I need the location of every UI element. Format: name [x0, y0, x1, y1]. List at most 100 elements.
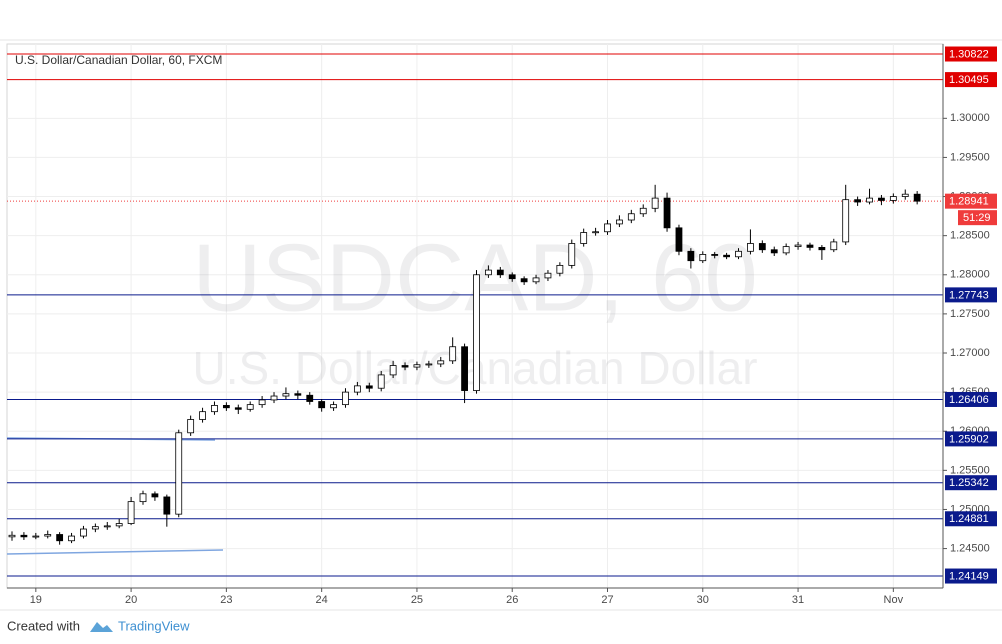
candle-body: [854, 199, 862, 203]
candle-body: [699, 254, 707, 262]
level-label-box: [945, 475, 997, 491]
x-tick-label: 24: [316, 594, 328, 606]
candle-body: [508, 274, 516, 280]
candle-body: [270, 395, 278, 401]
level-label: 1.25342: [949, 477, 989, 489]
candle-body: [770, 249, 778, 254]
candle-body: [199, 411, 206, 420]
x-tick-label: 30: [697, 594, 709, 606]
candle-body: [44, 534, 52, 537]
level-label: 1.30495: [949, 74, 989, 86]
candle-body: [449, 346, 457, 362]
candle-body: [806, 244, 814, 248]
level-label-box: [945, 568, 997, 584]
candle-body: [401, 365, 409, 368]
candle-body: [234, 407, 242, 410]
level-label-box: [945, 431, 997, 447]
level-label: 1.24149: [949, 570, 989, 582]
candle-body: [461, 346, 468, 391]
candle-body: [842, 199, 850, 243]
y-tick-label: 1.27500: [950, 308, 990, 320]
candle-body: [604, 223, 611, 233]
candle-body: [580, 232, 588, 244]
candle-body: [56, 534, 64, 542]
candle-body: [175, 432, 183, 515]
footer-prefix: Created with: [7, 618, 80, 633]
axes: 1.245001.250001.255001.260001.265001.270…: [30, 46, 997, 606]
y-tick-label: 1.24500: [950, 542, 990, 554]
y-tick-label: 1.25500: [950, 464, 990, 476]
last-price-label: 1.28941: [949, 196, 989, 208]
candle-body: [735, 250, 742, 258]
y-tick-label: 1.30000: [950, 112, 990, 124]
candle-body: [103, 525, 111, 528]
candle-body: [389, 365, 397, 376]
candle-body: [8, 534, 16, 538]
candle-body: [532, 277, 540, 283]
candle-body: [544, 272, 552, 279]
candle-body: [723, 254, 730, 258]
level-label: 1.26406: [949, 394, 989, 406]
candle-body: [520, 278, 528, 283]
candle-body: [758, 243, 766, 251]
level-label-box: [945, 46, 997, 62]
candle-body: [211, 405, 218, 413]
level-label-box: [945, 511, 997, 527]
y-tick-label: 1.27000: [950, 347, 990, 359]
candle-body: [139, 493, 147, 503]
candle-body: [342, 391, 349, 406]
candle-body: [592, 231, 599, 234]
candle-body: [437, 360, 445, 365]
candle-body: [330, 404, 337, 409]
candle-body: [246, 404, 254, 410]
candle-body: [782, 246, 790, 254]
candle-body: [187, 419, 195, 434]
candle-body: [222, 405, 230, 409]
candle-body: [294, 393, 302, 396]
x-tick-label: 26: [506, 594, 518, 606]
y-tick-label: 1.28500: [950, 230, 990, 242]
candle-body: [878, 197, 885, 201]
candle-body: [484, 269, 492, 276]
x-tick-label: 25: [411, 594, 423, 606]
x-tick-label: Nov: [884, 594, 904, 606]
x-tick-label: 19: [30, 594, 42, 606]
candle-body: [556, 264, 564, 274]
footer-brand[interactable]: TradingView: [118, 618, 190, 633]
level-label-box: [945, 287, 997, 303]
candle-body: [127, 501, 135, 524]
candle-body: [306, 394, 314, 402]
candle-body: [568, 243, 576, 266]
tradingview-logo: [90, 622, 113, 632]
y-tick-label: 1.28000: [950, 269, 990, 281]
level-label: 1.25902: [949, 433, 989, 445]
candle-body: [353, 385, 361, 393]
candle-body: [496, 269, 504, 276]
candle-body: [91, 526, 99, 530]
x-tick-label: 20: [125, 594, 137, 606]
level-label: 1.30822: [949, 48, 989, 60]
candle-body: [711, 254, 719, 256]
candle-body: [889, 196, 897, 201]
candle-body: [901, 193, 909, 197]
countdown-box: [958, 210, 997, 226]
candle-body: [747, 243, 754, 252]
candle-body: [151, 493, 159, 498]
candle-body: [365, 385, 373, 389]
candle-body: [830, 241, 838, 251]
x-tick-label: 23: [220, 594, 232, 606]
candle-body: [639, 207, 647, 215]
candle-body: [866, 197, 873, 203]
candle-body: [318, 401, 326, 409]
candle-body: [80, 528, 87, 537]
candle-body: [282, 393, 290, 397]
level-label-box: [945, 72, 997, 88]
candle-body: [163, 496, 171, 515]
candle-body: [663, 197, 671, 229]
candle-body: [794, 244, 802, 248]
candle-body: [687, 250, 695, 262]
candle-body: [258, 399, 266, 406]
